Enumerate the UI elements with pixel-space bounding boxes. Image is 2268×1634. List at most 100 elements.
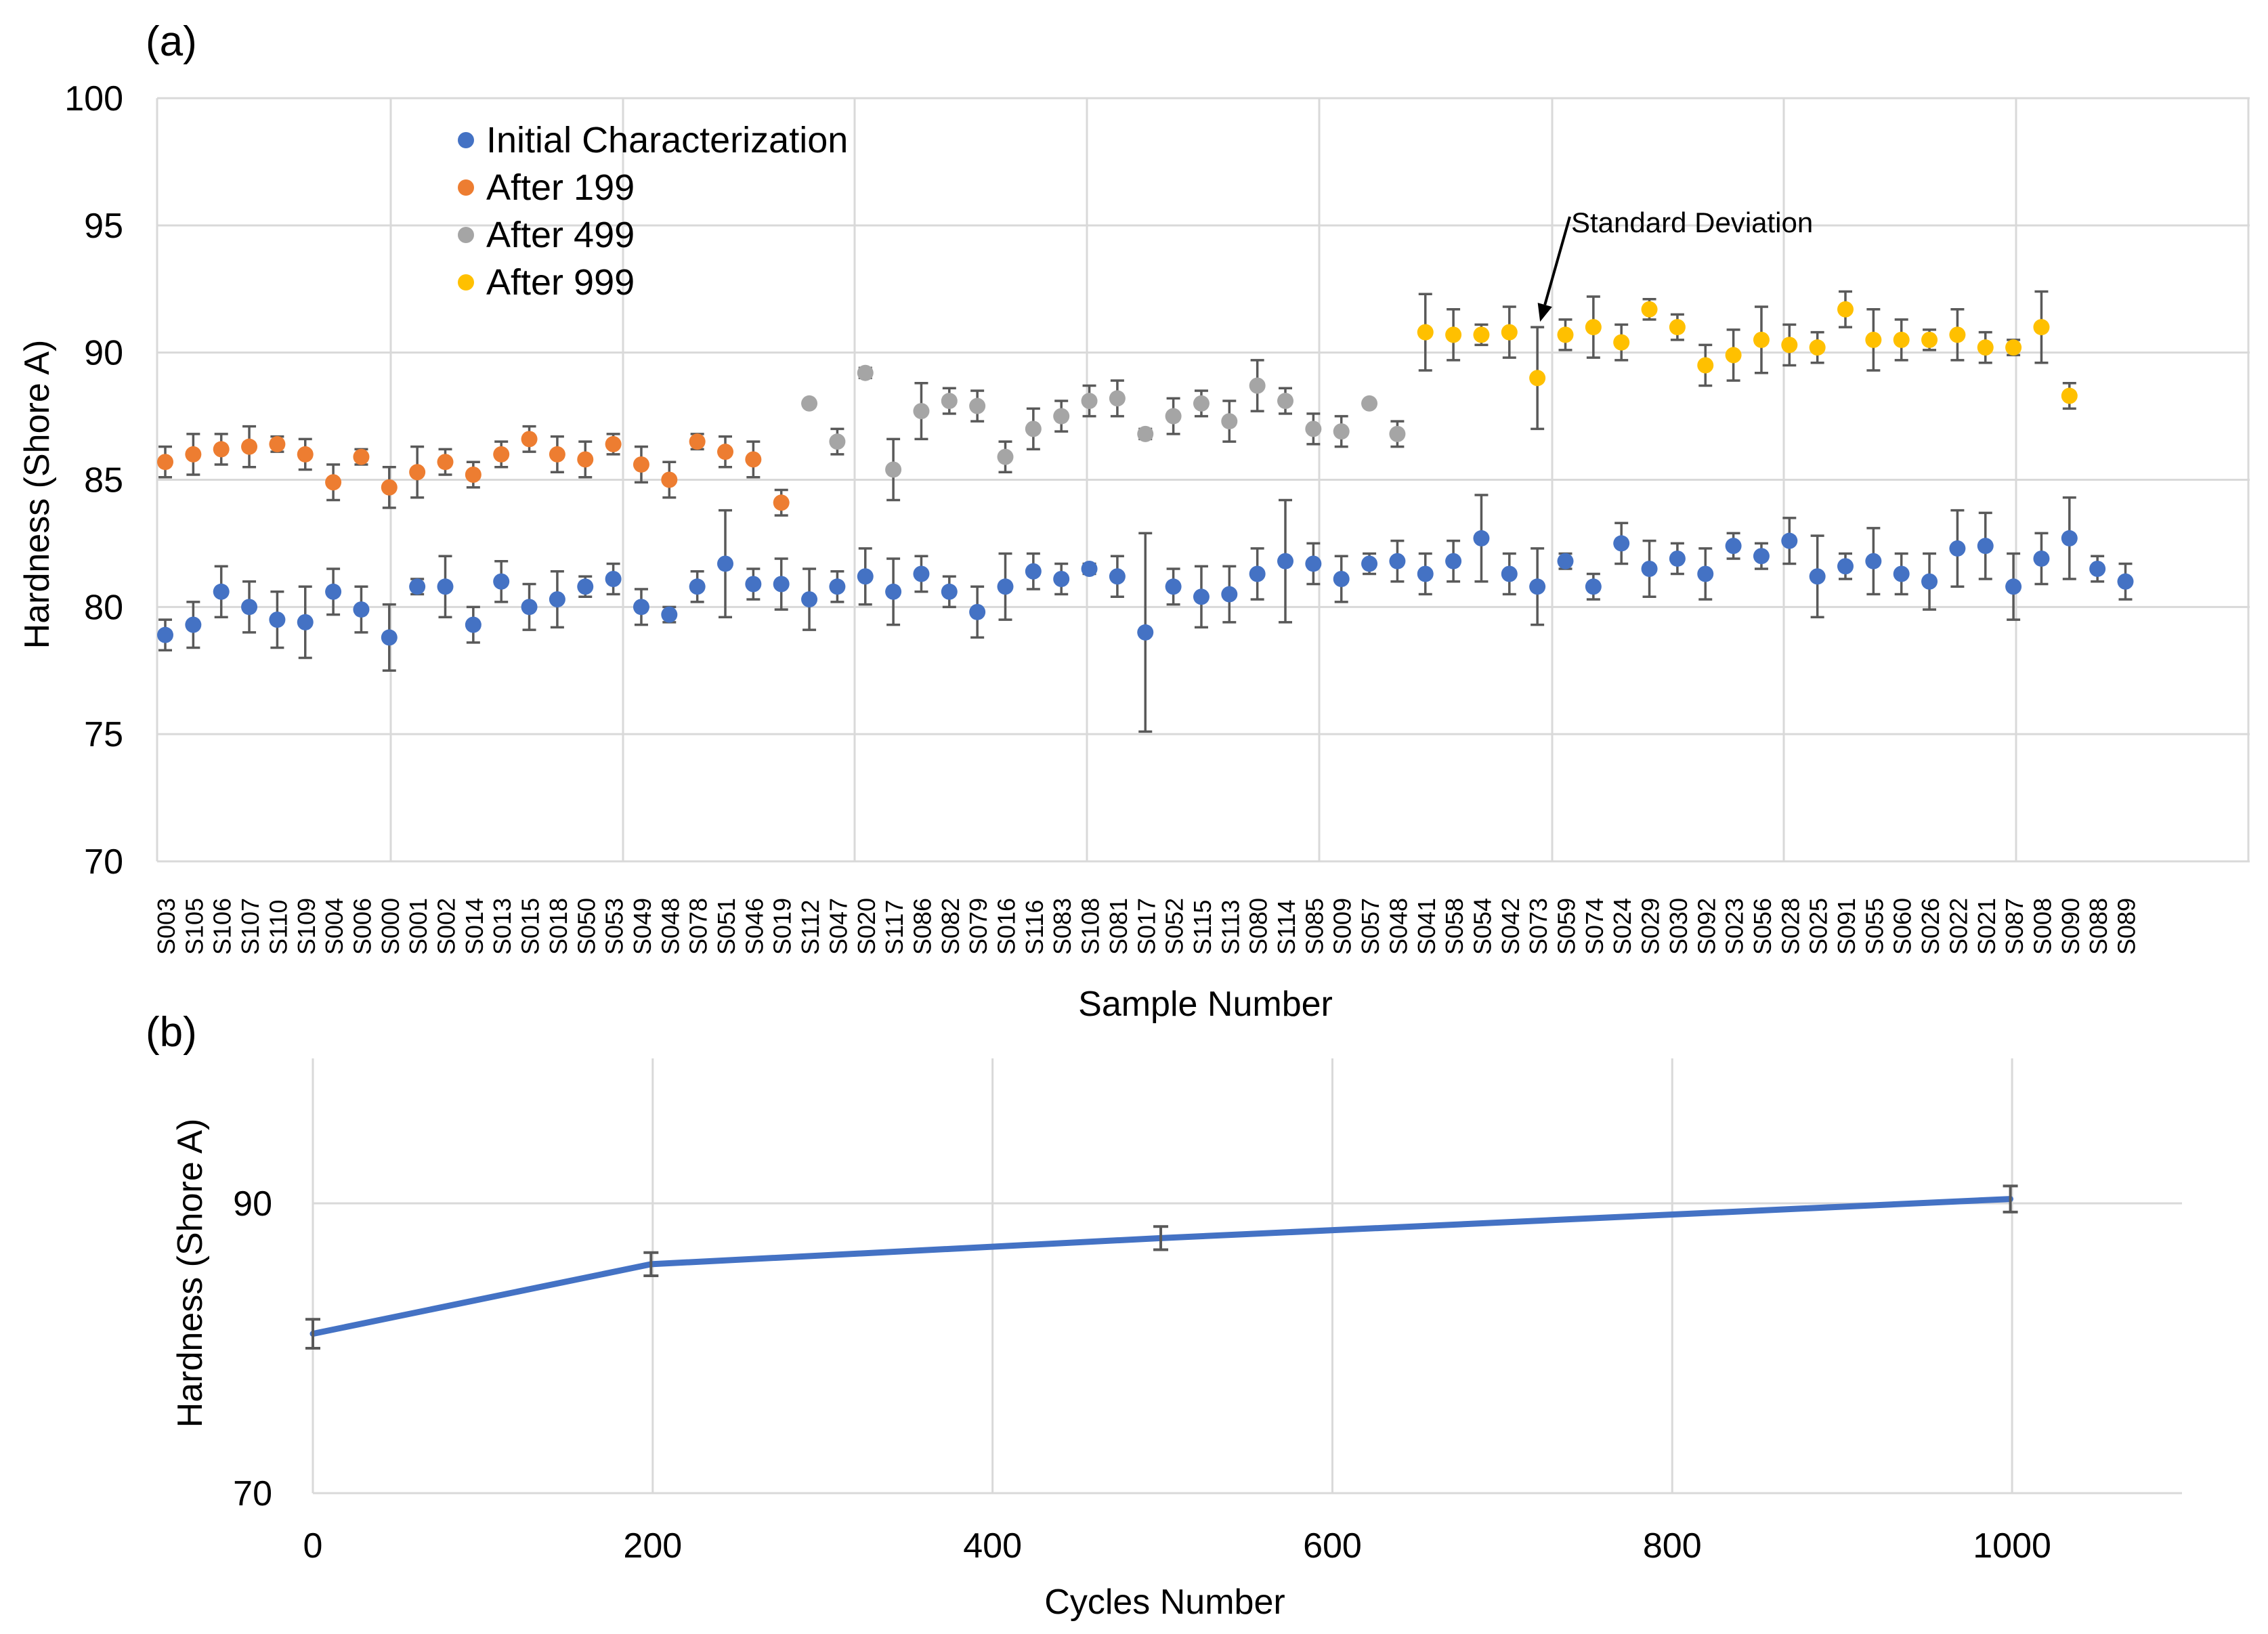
data-point <box>773 576 790 593</box>
data-point <box>1697 565 1714 582</box>
panel-a-annotation: Standard Deviation <box>1537 207 1813 322</box>
annotation-arrow <box>1543 216 1571 305</box>
panel-a-error-bars <box>158 290 2133 733</box>
data-point <box>269 435 286 452</box>
x-tick-label: S003 <box>152 898 180 955</box>
y-tick-label: 80 <box>84 588 123 627</box>
legend-marker <box>458 227 474 243</box>
data-point <box>241 599 258 616</box>
legend-label: Initial Characterization <box>486 120 848 160</box>
data-point <box>913 565 930 582</box>
data-point <box>1529 370 1546 387</box>
data-point <box>1613 535 1630 552</box>
y-tick-label: 85 <box>84 461 123 500</box>
standard-deviation-annotation: Standard Deviation <box>1571 207 1813 238</box>
y-tick-label: 100 <box>64 79 123 119</box>
x-tick-label: S015 <box>517 898 544 955</box>
data-point <box>1473 326 1490 343</box>
x-tick-label: S052 <box>1161 898 1189 955</box>
data-point <box>297 614 314 630</box>
data-point <box>381 629 398 646</box>
panel-a-x-axis-label: Sample Number <box>1078 985 1333 1024</box>
x-tick-label: S086 <box>908 898 936 955</box>
x-tick-label: S023 <box>1721 898 1749 955</box>
data-point <box>773 494 790 511</box>
data-point <box>1361 555 1378 572</box>
panel-a-y-tick-labels: 70 75 80 85 90 95 100 <box>64 79 123 882</box>
x-tick-label: S019 <box>769 898 796 955</box>
data-point <box>1081 393 1098 410</box>
x-tick-label: S059 <box>1553 898 1581 955</box>
data-point <box>297 446 314 463</box>
data-point <box>1529 578 1546 595</box>
x-tick-label: S053 <box>601 898 628 955</box>
x-tick-label: S008 <box>2028 898 2056 955</box>
data-point <box>1753 548 1770 565</box>
x-tick-label: S089 <box>2113 898 2141 955</box>
data-point <box>157 454 173 471</box>
data-point <box>1361 395 1378 412</box>
x-tick-label: S079 <box>964 898 992 955</box>
data-point <box>1389 425 1406 442</box>
x-tick-label: S047 <box>824 898 852 955</box>
data-point <box>1977 538 1994 555</box>
data-point <box>353 448 370 465</box>
data-point <box>157 626 173 643</box>
x-tick-label: S041 <box>1413 898 1440 955</box>
annotation-arrow-head <box>1537 303 1552 322</box>
data-point <box>1949 540 1966 557</box>
data-point <box>2033 319 2050 336</box>
x-tick-label: S078 <box>685 898 712 955</box>
data-point <box>689 578 706 595</box>
x-tick-label: S021 <box>1973 898 2000 955</box>
panel-a-x-tick-labels: S003 S105 S106 S107 S110 S109 S004 S006 S000 S001… <box>152 898 2141 955</box>
data-point <box>213 583 230 600</box>
data-point <box>1277 393 1293 410</box>
data-point <box>1893 331 1910 348</box>
data-point <box>409 578 426 595</box>
x-tick-label: S050 <box>572 898 600 955</box>
x-tick-label: S110 <box>264 900 292 955</box>
data-point <box>2061 530 2078 546</box>
x-tick-label: S088 <box>2084 898 2112 955</box>
data-point <box>941 393 958 410</box>
data-point <box>1305 555 1322 572</box>
data-point <box>1641 301 1658 318</box>
x-tick-label: S090 <box>2057 898 2084 955</box>
data-point <box>185 616 202 633</box>
x-tick-label: S013 <box>488 898 516 955</box>
x-tick-label: S030 <box>1665 898 1692 955</box>
data-point <box>1613 334 1630 351</box>
data-point <box>1165 578 1182 595</box>
data-point <box>1501 565 1518 582</box>
data-point <box>1137 624 1154 641</box>
data-point <box>661 471 678 488</box>
legend-marker <box>458 132 474 148</box>
data-point <box>1109 568 1126 585</box>
data-point <box>1725 347 1742 364</box>
data-point <box>633 456 649 473</box>
data-point <box>857 568 874 585</box>
data-point <box>353 601 370 618</box>
data-point <box>1809 339 1826 356</box>
x-tick-label: S114 <box>1272 900 1300 955</box>
x-tick-label: S112 <box>796 900 824 955</box>
data-point <box>465 616 482 633</box>
data-point <box>969 397 986 414</box>
data-point <box>801 395 818 412</box>
x-tick-label: S092 <box>1692 898 1720 955</box>
series-line <box>309 1196 2014 1337</box>
data-point <box>885 583 902 600</box>
x-tick-label: S060 <box>1889 898 1917 955</box>
x-tick-label: S105 <box>180 898 208 955</box>
x-tick-label: S004 <box>320 898 348 955</box>
x-tick-label: S083 <box>1048 898 1076 955</box>
panel-a-grid <box>156 97 2250 863</box>
data-point <box>1193 395 1210 412</box>
data-point <box>941 583 958 600</box>
x-tick-label: S014 <box>461 898 488 955</box>
data-point <box>1781 532 1798 549</box>
panel-b-series-line <box>309 1196 2014 1337</box>
x-tick-label: S046 <box>740 898 768 955</box>
x-tick-label: S055 <box>1860 898 1888 955</box>
